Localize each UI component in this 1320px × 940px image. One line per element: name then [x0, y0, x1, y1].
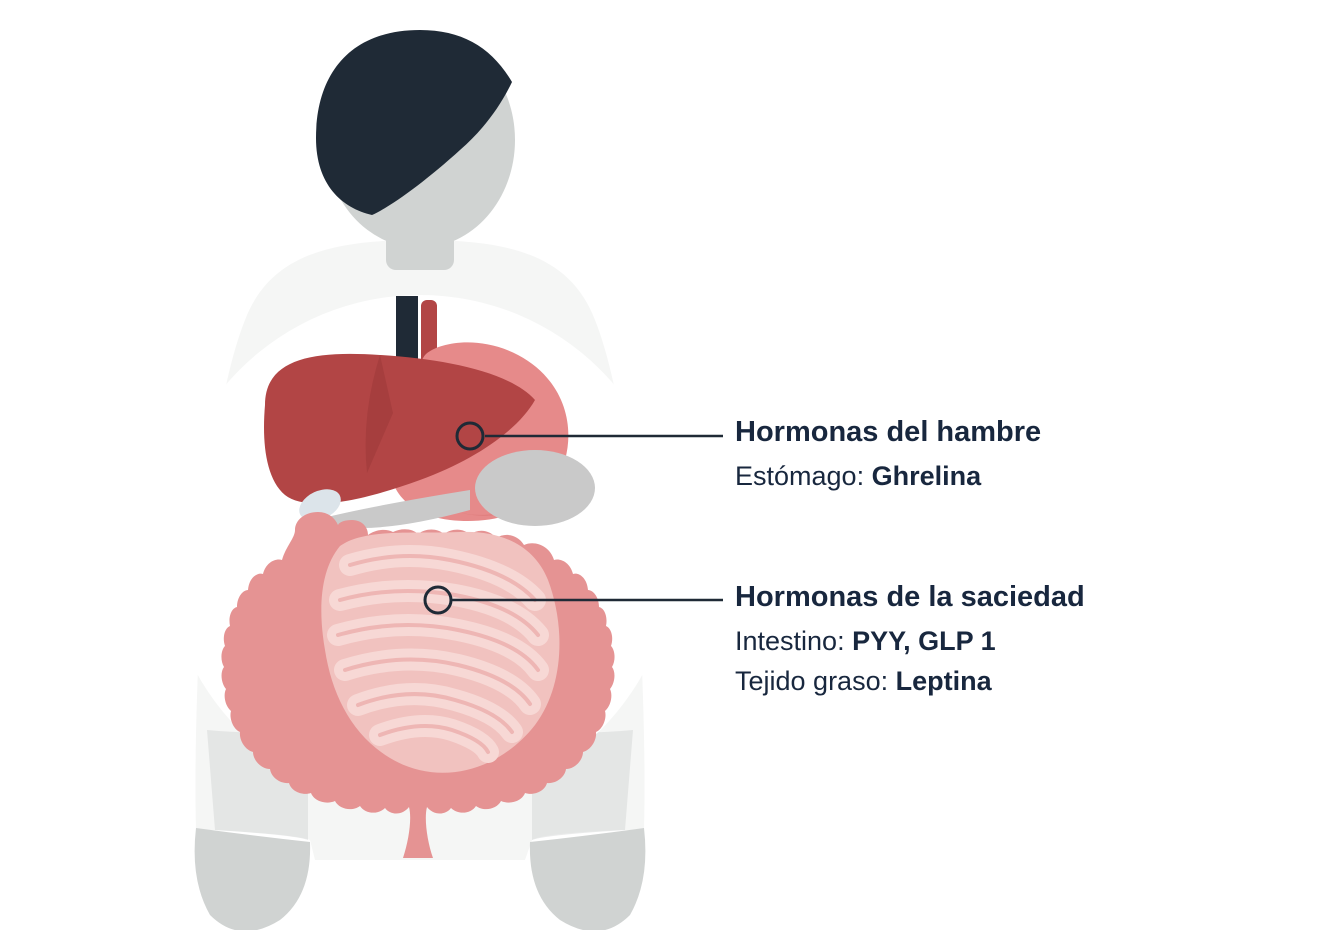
satiety-line-2-prefix: Tejido graso:	[735, 666, 896, 696]
satiety-line-2: Tejido graso: Leptina	[735, 661, 1235, 702]
right-hand	[530, 828, 646, 930]
satiety-line-1: Intestino: PYY, GLP 1	[735, 621, 1235, 662]
human-figure	[140, 10, 700, 930]
hunger-line-1: Estómago: Ghrelina	[735, 456, 1235, 497]
annotation-hunger: Hormonas del hambre Estómago: Ghrelina	[735, 415, 1235, 496]
hunger-line-1-bold: Ghrelina	[872, 461, 982, 491]
hunger-line-1-prefix: Estómago:	[735, 461, 872, 491]
figure-svg	[140, 10, 700, 930]
annotation-satiety: Hormonas de la saciedad Intestino: PYY, …	[735, 580, 1235, 702]
satiety-line-2-bold: Leptina	[896, 666, 992, 696]
satiety-line-1-prefix: Intestino:	[735, 626, 852, 656]
satiety-line-1-bold: PYY, GLP 1	[852, 626, 996, 656]
hormone-diagram: Hormonas del hambre Estómago: Ghrelina H…	[0, 0, 1320, 940]
pancreas	[475, 450, 595, 526]
satiety-title: Hormonas de la saciedad	[735, 580, 1235, 615]
left-hand	[195, 828, 311, 930]
hunger-title: Hormonas del hambre	[735, 415, 1235, 450]
